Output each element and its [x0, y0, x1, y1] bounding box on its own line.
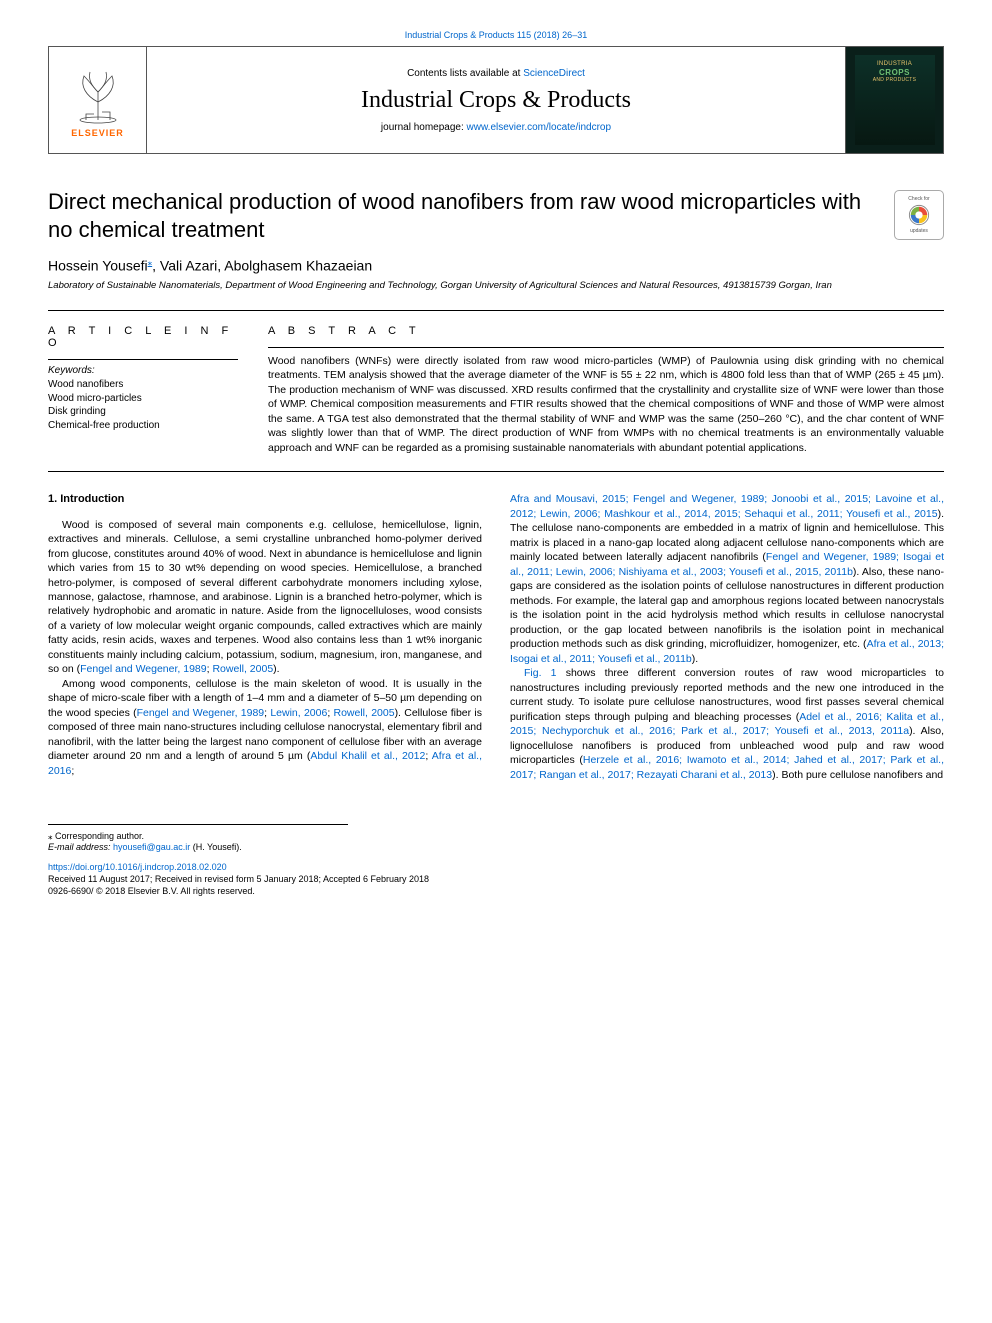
keywords-list: Wood nanofibers Wood micro-particles Dis…	[48, 378, 244, 432]
article-info-heading: A R T I C L E I N F O	[48, 325, 244, 349]
contents-available-line: Contents lists available at ScienceDirec…	[407, 68, 585, 79]
journal-header: ELSEVIER Contents lists available at Sci…	[48, 46, 944, 154]
citation-link[interactable]: Rowell, 2005	[212, 663, 273, 675]
paragraph: Afra and Mousavi, 2015; Fengel and Wegen…	[510, 492, 944, 666]
body-two-columns: 1. Introduction Wood is composed of seve…	[48, 492, 944, 782]
top-citation[interactable]: Industrial Crops & Products 115 (2018) 2…	[48, 30, 944, 40]
footnotes: ⁎ Corresponding author. E-mail address: …	[48, 824, 348, 852]
paragraph: Among wood components, cellulose is the …	[48, 677, 482, 778]
authors-rest: , Vali Azari, Abolghasem Khazaeian	[152, 258, 372, 274]
abstract-heading: A B S T R A C T	[268, 325, 944, 337]
text-run: ;	[71, 765, 74, 777]
journal-cover-thumbnail: INDUSTRIA CROPS AND PRODUCTS	[855, 55, 935, 145]
doi-link[interactable]: https://doi.org/10.1016/j.indcrop.2018.0…	[48, 862, 227, 872]
body-column-right: Afra and Mousavi, 2015; Fengel and Wegen…	[510, 492, 944, 782]
abstract-column: A B S T R A C T Wood nanofibers (WNFs) w…	[268, 325, 944, 455]
rule-below-abstract	[48, 471, 944, 472]
journal-title: Industrial Crops & Products	[361, 87, 631, 114]
paragraph: Wood is composed of several main compone…	[48, 518, 482, 677]
title-row: Direct mechanical production of wood nan…	[48, 188, 944, 243]
homepage-prefix: journal homepage:	[381, 122, 467, 133]
affiliation: Laboratory of Sustainable Nanomaterials,…	[48, 280, 944, 292]
publisher-logo-cell: ELSEVIER	[49, 47, 147, 153]
journal-homepage-link[interactable]: www.elsevier.com/locate/indcrop	[467, 122, 612, 133]
homepage-line: journal homepage: www.elsevier.com/locat…	[381, 122, 611, 133]
citation-link[interactable]: Lewin, 2006	[270, 707, 327, 719]
keyword-item: Chemical-free production	[48, 419, 244, 433]
paragraph: Fig. 1 shows three different conversion …	[510, 666, 944, 782]
article-history: Received 11 August 2017; Received in rev…	[48, 874, 944, 884]
elsevier-tree-icon	[66, 62, 130, 126]
copyright-line: 0926-6690/ © 2018 Elsevier B.V. All righ…	[48, 886, 944, 896]
abstract-text: Wood nanofibers (WNFs) were directly iso…	[268, 354, 944, 455]
citation-link[interactable]: Abdul Khalil et al., 2012	[310, 750, 425, 762]
text-run: Wood is composed of several main compone…	[48, 519, 482, 676]
body-column-left: 1. Introduction Wood is composed of seve…	[48, 492, 482, 782]
email-label: E-mail address:	[48, 842, 113, 852]
citation-link[interactable]: Fengel and Wegener, 1989	[80, 663, 207, 675]
keyword-item: Disk grinding	[48, 405, 244, 419]
doi-line: https://doi.org/10.1016/j.indcrop.2018.0…	[48, 862, 944, 872]
citation-link[interactable]: Fengel and Wegener, 1989	[137, 707, 265, 719]
cover-line-1: INDUSTRIA	[877, 61, 912, 67]
check-updates-label-top: Check for	[908, 196, 929, 202]
sciencedirect-link[interactable]: ScienceDirect	[523, 68, 585, 79]
text-run: ).	[273, 663, 279, 675]
corresponding-author-footnote: ⁎ Corresponding author.	[48, 831, 348, 842]
cover-line-3: AND PRODUCTS	[873, 77, 917, 83]
rule-above-abstract	[48, 310, 944, 311]
section-1-heading: 1. Introduction	[48, 492, 482, 507]
authors-line: Hossein Yousefi⁎, Vali Azari, Abolghasem…	[48, 257, 944, 274]
abstract-rule	[268, 347, 944, 348]
cover-cell: INDUSTRIA CROPS AND PRODUCTS	[845, 47, 943, 153]
elsevier-wordmark: ELSEVIER	[71, 128, 124, 138]
check-for-updates-button[interactable]: Check for updates	[894, 190, 944, 240]
text-run: ).	[692, 653, 698, 665]
check-updates-label-bottom: updates	[910, 228, 928, 234]
crossmark-icon	[908, 204, 930, 226]
text-run: ). Both pure cellulose nanofibers and	[772, 769, 943, 781]
keyword-item: Wood nanofibers	[48, 378, 244, 392]
keywords-label: Keywords:	[48, 365, 244, 376]
article-info-column: A R T I C L E I N F O Keywords: Wood nan…	[48, 325, 268, 455]
contents-prefix: Contents lists available at	[407, 68, 523, 79]
header-center: Contents lists available at ScienceDirec…	[147, 47, 845, 153]
info-abstract-row: A R T I C L E I N F O Keywords: Wood nan…	[48, 325, 944, 455]
figure-link[interactable]: Fig. 1	[524, 667, 557, 679]
article-title: Direct mechanical production of wood nan…	[48, 188, 880, 243]
author-1: Hossein Yousefi	[48, 258, 148, 274]
email-footnote: E-mail address: hyousefi@gau.ac.ir (H. Y…	[48, 842, 348, 852]
keyword-item: Wood micro-particles	[48, 392, 244, 406]
citation-link[interactable]: Rowell, 2005	[334, 707, 395, 719]
email-link[interactable]: hyousefi@gau.ac.ir	[113, 842, 190, 852]
citation-link[interactable]: Afra and Mousavi, 2015; Fengel and Wegen…	[510, 493, 944, 519]
email-tail: (H. Yousefi).	[190, 842, 242, 852]
cover-line-2: CROPS	[879, 68, 910, 77]
keywords-rule	[48, 359, 238, 360]
